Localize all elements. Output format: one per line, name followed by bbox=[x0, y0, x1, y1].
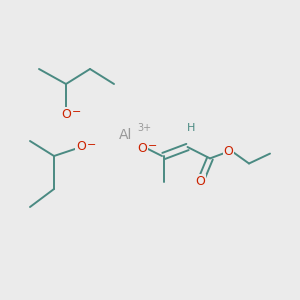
Text: O: O bbox=[196, 175, 205, 188]
Text: H: H bbox=[187, 123, 196, 133]
Text: −: − bbox=[148, 140, 157, 151]
Text: 3+: 3+ bbox=[137, 123, 152, 134]
Text: −: − bbox=[72, 106, 81, 117]
Text: O: O bbox=[61, 107, 71, 121]
Text: −: − bbox=[87, 140, 96, 150]
Text: Al: Al bbox=[119, 128, 133, 142]
Text: O: O bbox=[138, 142, 147, 155]
Text: O: O bbox=[224, 145, 233, 158]
Text: O: O bbox=[76, 140, 86, 154]
